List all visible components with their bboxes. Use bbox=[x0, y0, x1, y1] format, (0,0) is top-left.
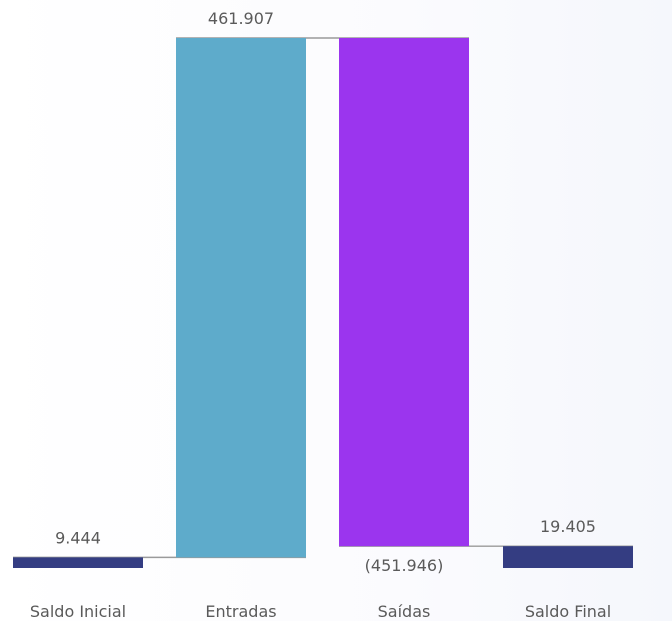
bar-saldo-inicial bbox=[13, 557, 143, 568]
data-label-4: 19.405 bbox=[540, 517, 596, 536]
category-label-3: Saídas bbox=[378, 602, 431, 621]
category-label-1: Saldo Inicial bbox=[30, 602, 126, 621]
category-label-2: Entradas bbox=[205, 602, 276, 621]
bar-sa-das bbox=[339, 38, 469, 547]
data-label-1: 9.444 bbox=[55, 528, 101, 547]
data-label-2: 461.907 bbox=[208, 9, 274, 28]
bar-entradas bbox=[176, 38, 306, 558]
data-label-3: (451.946) bbox=[365, 556, 444, 575]
bar-saldo-final bbox=[503, 546, 633, 568]
category-label-4: Saldo Final bbox=[525, 602, 611, 621]
